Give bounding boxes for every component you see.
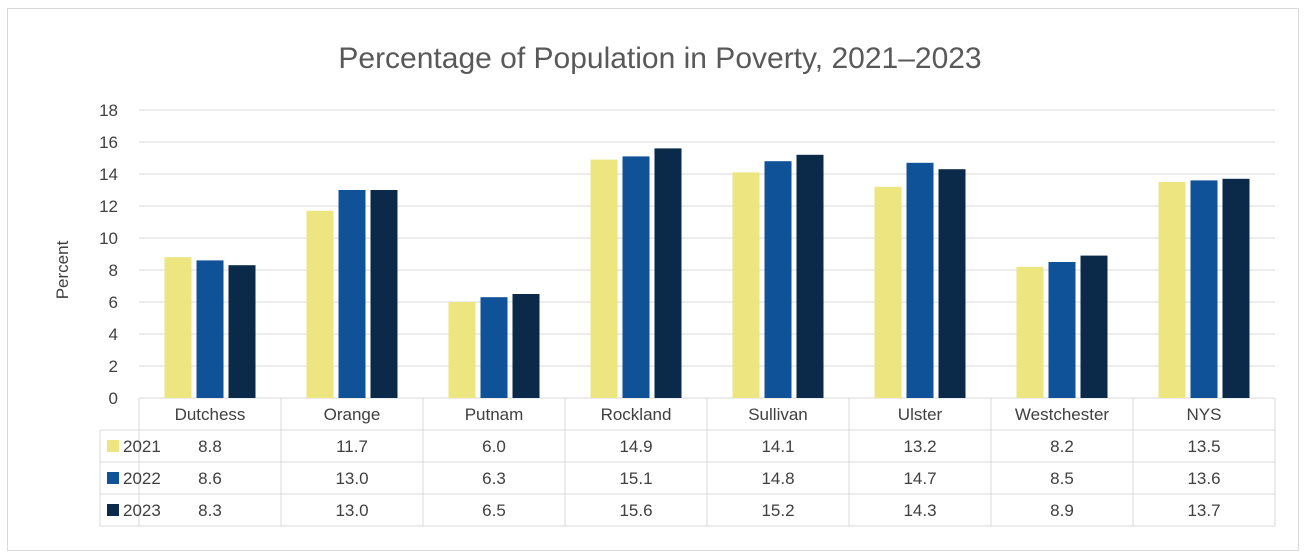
data-cell: 14.3 xyxy=(903,501,936,520)
category-label: Dutchess xyxy=(175,405,246,424)
legend-swatch xyxy=(107,504,119,516)
chart-title: Percentage of Population in Poverty, 202… xyxy=(338,42,981,75)
data-cell: 13.7 xyxy=(1187,501,1220,520)
data-cell: 8.2 xyxy=(1050,437,1074,456)
bar xyxy=(480,297,508,398)
y-tick-label: 16 xyxy=(99,133,118,152)
y-axis-label: Percent xyxy=(53,240,72,299)
data-cell: 13.5 xyxy=(1187,437,1220,456)
bar xyxy=(906,162,934,398)
bar xyxy=(306,210,334,398)
y-tick-label: 2 xyxy=(109,357,118,376)
bar xyxy=(1016,266,1044,398)
bar xyxy=(764,161,792,398)
bar xyxy=(164,257,192,398)
bar xyxy=(196,260,224,398)
legend-label: 2021 xyxy=(123,437,161,456)
bar xyxy=(228,265,256,398)
bar xyxy=(796,154,824,398)
y-tick-label: 6 xyxy=(109,293,118,312)
bars xyxy=(164,148,1250,398)
data-cell: 8.6 xyxy=(198,469,222,488)
category-label: Sullivan xyxy=(748,405,808,424)
category-label: NYS xyxy=(1187,405,1222,424)
bar xyxy=(874,186,902,398)
bar xyxy=(512,294,540,398)
data-cell: 8.5 xyxy=(1050,469,1074,488)
data-cell: 14.7 xyxy=(903,469,936,488)
data-cell: 8.8 xyxy=(198,437,222,456)
data-cell: 6.5 xyxy=(482,501,506,520)
category-label: Putnam xyxy=(465,405,524,424)
data-cell: 6.3 xyxy=(482,469,506,488)
data-cell: 15.6 xyxy=(619,501,652,520)
data-cell: 14.1 xyxy=(761,437,794,456)
y-tick-label: 10 xyxy=(99,229,118,248)
bar xyxy=(1080,255,1108,398)
y-tick-label: 8 xyxy=(109,261,118,280)
legend-swatch xyxy=(107,440,119,452)
data-cell: 6.0 xyxy=(482,437,506,456)
bar xyxy=(938,169,966,398)
data-cell: 14.8 xyxy=(761,469,794,488)
bar xyxy=(1222,178,1250,398)
y-tick-label: 0 xyxy=(109,389,118,408)
data-cell: 13.2 xyxy=(903,437,936,456)
data-table: Dutchess Orange Putnam Rockland Sullivan Ulst… xyxy=(99,398,1276,527)
category-label: Orange xyxy=(324,405,381,424)
y-tick-label: 4 xyxy=(109,325,118,344)
category-label: Ulster xyxy=(898,405,943,424)
y-axis-ticks: 0 2 4 6 8 10 12 14 16 18 xyxy=(99,101,118,408)
data-cell: 8.9 xyxy=(1050,501,1074,520)
legend-label: 2023 xyxy=(123,501,161,520)
bar xyxy=(338,190,366,398)
y-tick-label: 14 xyxy=(99,165,118,184)
data-cell: 15.1 xyxy=(619,469,652,488)
category-label: Rockland xyxy=(601,405,672,424)
data-cell: 13.0 xyxy=(335,501,368,520)
data-cell: 11.7 xyxy=(336,437,368,456)
data-cell: 14.9 xyxy=(619,437,652,456)
bar xyxy=(622,156,650,398)
data-cell: 13.0 xyxy=(335,469,368,488)
bar xyxy=(370,190,398,398)
data-cell: 8.3 xyxy=(198,501,222,520)
y-tick-label: 18 xyxy=(99,101,118,120)
data-cell: 15.2 xyxy=(761,501,794,520)
category-label: Westchester xyxy=(1015,405,1110,424)
y-tick-label: 12 xyxy=(99,197,118,216)
bar xyxy=(1158,182,1186,398)
legend-swatch xyxy=(107,472,119,484)
data-cell: 13.6 xyxy=(1187,469,1220,488)
bar xyxy=(590,159,618,398)
chart-frame xyxy=(7,8,1299,551)
bar xyxy=(1048,262,1076,398)
bar xyxy=(448,302,476,398)
bar xyxy=(1190,180,1218,398)
bar xyxy=(654,148,682,398)
bar xyxy=(732,172,760,398)
legend-label: 2022 xyxy=(123,469,161,488)
